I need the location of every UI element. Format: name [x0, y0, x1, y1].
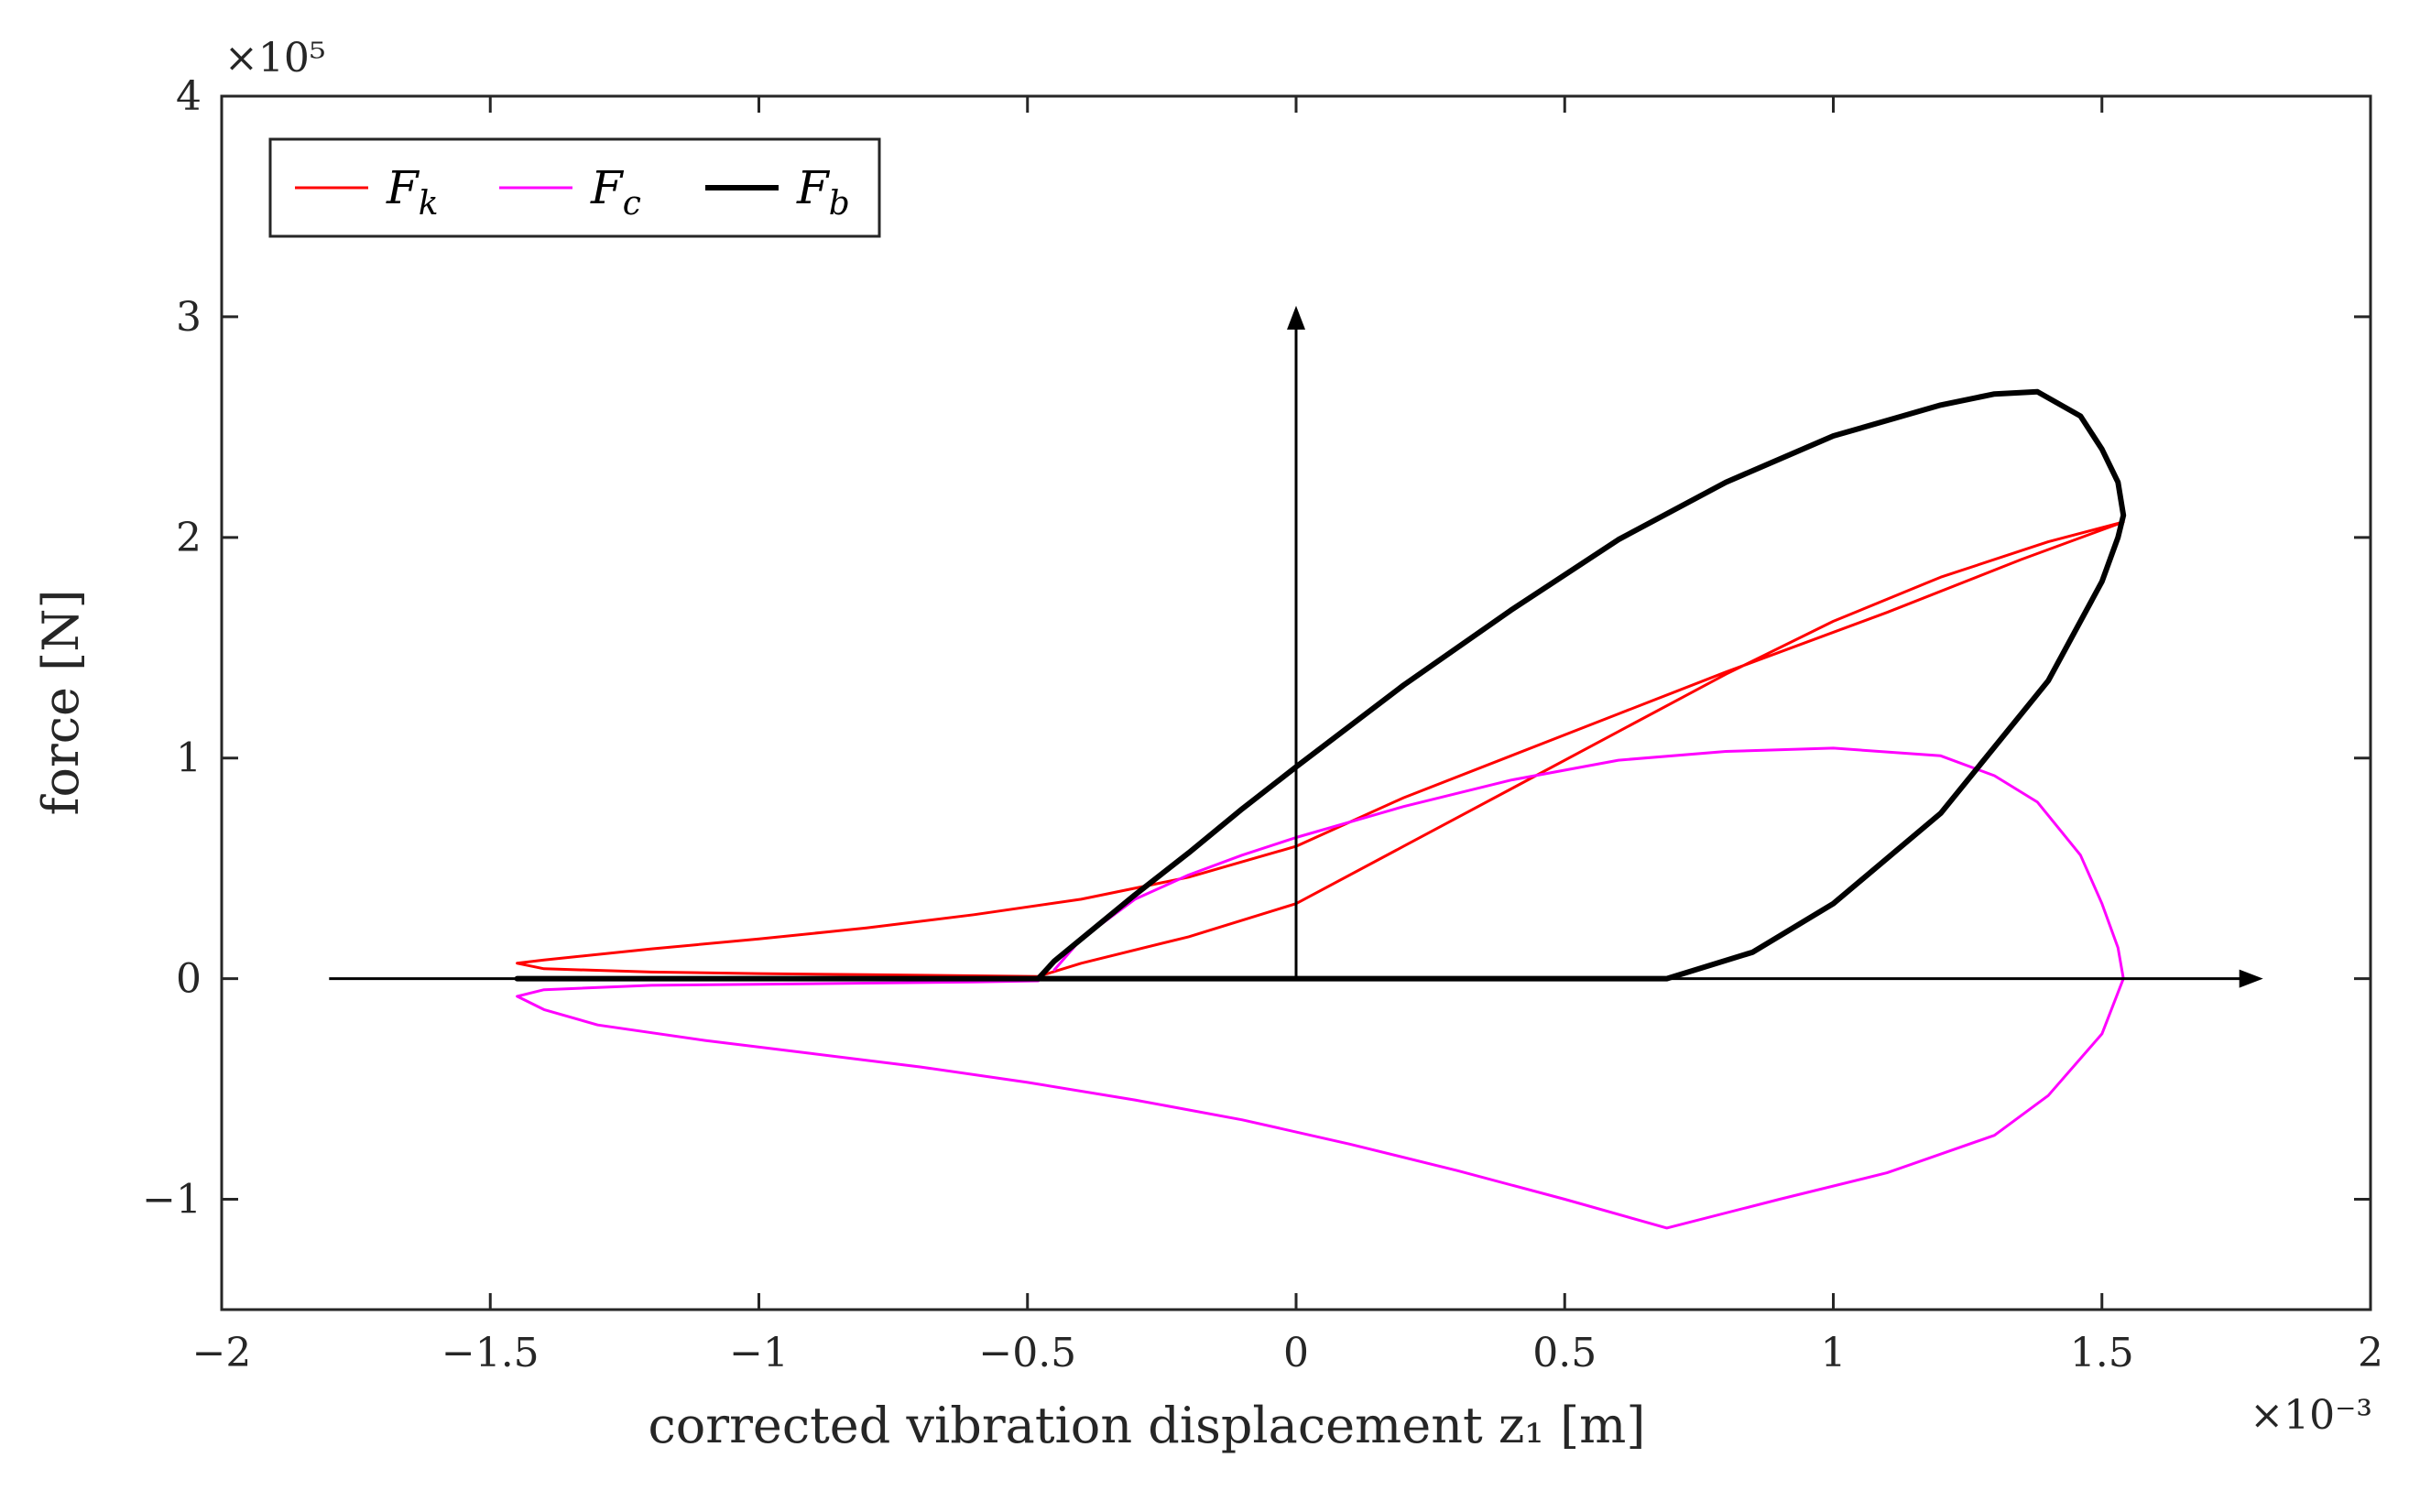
x-axis-title: corrected vibration displacement z₁ [m]: [649, 1397, 1646, 1454]
y-tick-label: 0: [176, 956, 202, 1003]
y-axis-arrow-head: [1287, 305, 1305, 330]
legend-label-subscript: k: [419, 185, 439, 223]
legend-label-base: F: [796, 161, 831, 214]
x-tick-label: 1.5: [2070, 1330, 2134, 1376]
legend-label-f-k: Fk: [386, 161, 439, 223]
x-tick-label: −1.5: [441, 1330, 540, 1376]
legend-label-f-c: Fc: [590, 161, 641, 223]
series-line-f-k: [516, 520, 2125, 978]
x-exponent-label: ×10⁻³: [2250, 1392, 2372, 1439]
legend-label-subscript: c: [623, 185, 641, 223]
y-tick-label: 4: [176, 73, 202, 120]
legend-label-f-b: Fb: [796, 161, 850, 223]
legend: Fk Fc Fb: [268, 137, 881, 238]
legend-label-subscript: b: [829, 185, 850, 223]
y-tick-label: −1: [142, 1177, 202, 1224]
series-line-f-c: [516, 746, 2125, 1230]
x-tick-label: −0.5: [978, 1330, 1076, 1376]
x-tick-labels: −2 −1.5 −1 −0.5 0 0.5 1 1.5 2: [192, 1330, 2383, 1376]
x-tick-label: 0: [1283, 1330, 1309, 1376]
y-tick-labels: −1 0 1 2 3 4: [142, 73, 202, 1224]
x-tick-label: −2: [192, 1330, 252, 1376]
y-tick-label: 1: [176, 735, 202, 782]
y-tick-label: 3: [176, 294, 202, 341]
x-axis-arrow-head: [2239, 969, 2263, 988]
axis-arrows: [329, 305, 2263, 988]
y-tick-label: 2: [176, 515, 202, 561]
x-tick-label: 2: [2358, 1330, 2383, 1376]
y-exponent-label: ×10⁵: [224, 35, 326, 82]
x-tick-label: 1: [1821, 1330, 1847, 1376]
y-axis-title: force [N]: [32, 589, 90, 815]
tick-marks: [220, 94, 2372, 1310]
x-tick-label: −1: [729, 1330, 789, 1376]
x-tick-label: 0.5: [1532, 1330, 1597, 1376]
legend-label-base: F: [386, 161, 420, 214]
legend-label-base: F: [590, 161, 625, 214]
